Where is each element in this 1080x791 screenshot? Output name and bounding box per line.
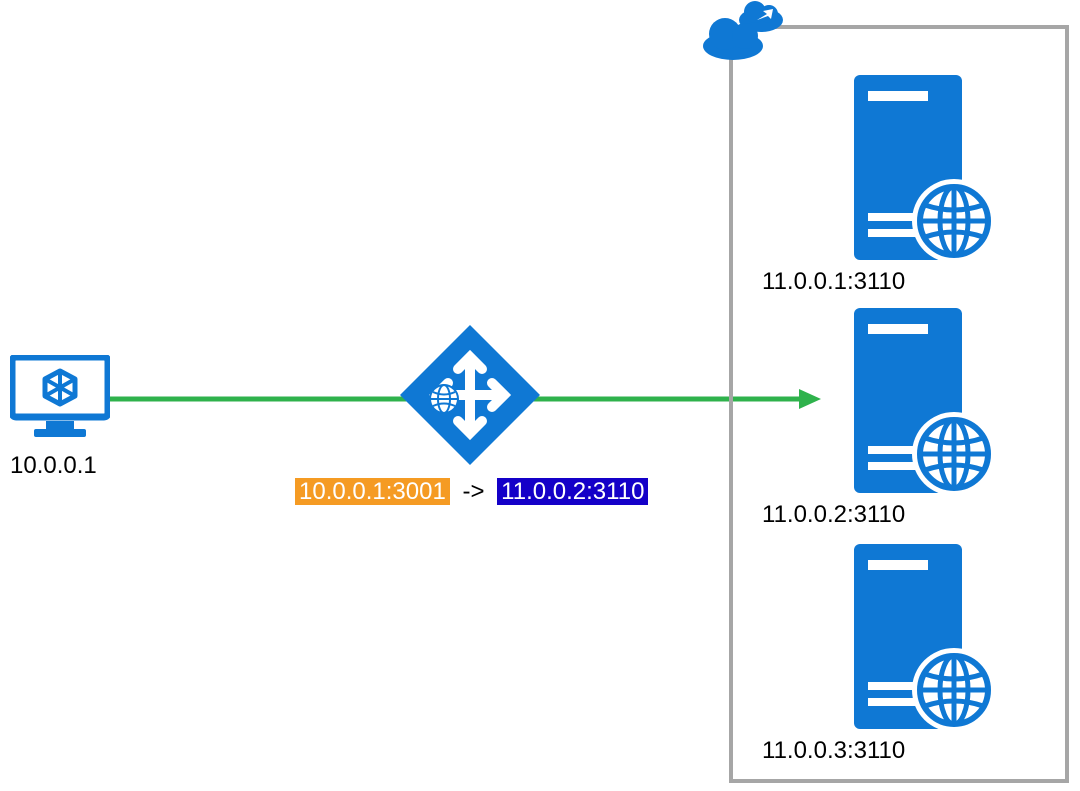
cloud-icon — [703, 0, 795, 60]
diagram-stage: 10.0.0.1 10.0.0.1:3001 -> 11.0.0.2:3110 — [0, 0, 1080, 791]
server-3-icon — [836, 544, 996, 729]
server-2-ip-label: 11.0.0.2:3110 — [762, 501, 905, 529]
server-1-icon — [836, 75, 996, 260]
server-3-ip-label: 11.0.0.3:3110 — [762, 737, 905, 765]
client-ip-label: 10.0.0.1 — [10, 452, 97, 480]
nat-destination-label: 11.0.0.2:3110 — [497, 478, 648, 505]
nat-translation: 10.0.0.1:3001 -> 11.0.0.2:3110 — [295, 478, 648, 506]
nat-source-label: 10.0.0.1:3001 — [295, 478, 450, 505]
server-2-icon — [836, 308, 996, 493]
nat-arrow-text: -> — [456, 478, 490, 505]
server-1-ip-label: 11.0.0.1:3110 — [762, 268, 905, 296]
load-balancer-icon — [398, 323, 542, 467]
client-icon — [10, 355, 110, 439]
